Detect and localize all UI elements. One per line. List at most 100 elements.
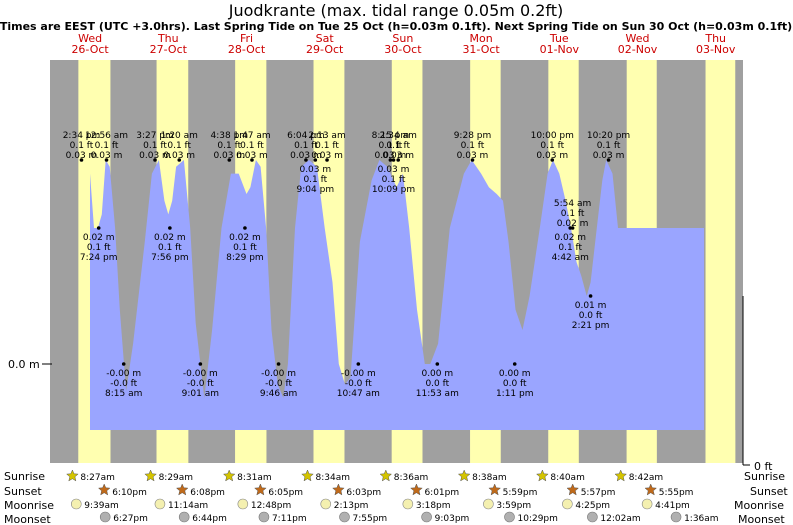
tide-time-label: 1:20 am [161,131,198,141]
tide-ft-label: 0.1 ft [87,243,111,253]
tide-ft-label: 0.1 ft [597,141,621,151]
sunrise-icon [614,469,628,482]
moonset-time: 7:11pm [272,514,307,524]
tide-ft-label: 0.1 ft [540,141,564,151]
tide-time-label: 6:04 pm [287,131,325,141]
tide-ft-label: 0.1 ft [461,141,485,151]
tide-point [356,362,361,366]
tide-time-label: 1:47 am [233,131,270,141]
tide-time-label: 2:13 am [308,131,345,141]
tide-time-label: 7:24 pm [80,253,118,263]
moonset-time: 1:36am [684,514,719,524]
tide-point [606,158,611,162]
tide-ft-label: 0.1 ft [240,141,264,151]
tide-point [168,226,172,230]
day-of-week-label: Wed [626,32,650,45]
daylight-band-lower [313,430,345,463]
sunrise-time: 8:38am [472,473,507,483]
tide-ft-label: 0.1 ft [70,141,94,151]
tide-m-label: -0.00 m [341,369,376,379]
day-headers: Wed26-OctThu27-OctFri28-OctSat29-OctSun3… [71,32,735,56]
daylight-band [705,60,736,463]
sunset-time: 6:03pm [346,488,381,498]
moonrise-time: 12:48pm [251,501,291,511]
tide-m-label: 0.02 m [83,233,115,243]
date-label: 02-Nov [618,43,658,56]
tide-point [153,158,157,162]
moonrise-time: 3:18pm [416,501,451,511]
row-label-sunset-left: Sunset [4,485,42,498]
tide-m-label: 0.01 m [575,301,607,311]
tide-m-label: 0.03 m [66,151,98,161]
tide-point [198,362,203,366]
sunset-time: 5:59pm [503,488,538,498]
moonset-icon [99,511,111,523]
tide-ft-label: 0.1 ft [217,141,241,151]
sunset-icon [332,483,345,496]
moonset-icon [670,511,682,523]
tide-point [568,226,573,230]
sunrise-icon [66,469,79,482]
sunset-time: 6:01pm [424,488,459,498]
tide-time-label: 5:54 am [554,199,591,209]
y-axis-label-m: 0.0 m [8,358,40,371]
moonset-icon [178,511,190,523]
tide-ft-label: 0.1 ft [379,141,403,151]
moonrise-icon [641,498,653,510]
tide-point [391,158,396,162]
tide-m-label: 0.00 m [499,369,531,379]
tide-ft-label: -0.0 ft [110,379,137,389]
tide-ft-label: -0.0 ft [187,379,214,389]
sunrise-time: 8:29am [159,473,194,483]
tide-time-label: 2:34 am [380,131,417,141]
tide-time-label: 10:00 pm [531,131,574,141]
tide-point [512,362,517,366]
tide-time-label: 8:15 pm [372,131,410,141]
tide-m-label: 0.03 m [163,151,195,161]
tide-m-label: 0.03 m [382,151,414,161]
tide-m-label: 0.02 m [154,233,186,243]
moonset-time: 7:55pm [353,514,388,524]
date-label: 30-Oct [384,43,422,56]
daylight-band-lower [78,430,111,463]
sunrise-icon [379,469,393,482]
tide-point [121,362,126,366]
sunrise-icon [144,469,157,482]
tide-point [435,362,440,366]
moonrise-icon [562,498,573,510]
row-label-sunset-right: Sunset [750,485,788,498]
date-label: 26-Oct [71,43,109,56]
tide-m-label: 0.03 m [536,151,568,161]
tide-point [227,158,232,162]
sunset-icon [488,483,502,496]
tide-point [104,158,109,162]
y-axis-label-ft: 0 ft [754,460,773,473]
daylight-band-lower [391,430,423,463]
tide-point [177,158,182,162]
date-label: 29-Oct [306,43,344,56]
tide-point [550,158,555,162]
moonrise-time: 9:39am [84,501,119,511]
tide-ft-label: 0.1 ft [233,243,257,253]
tide-m-label: 0.02 m [557,219,589,229]
tide-time-label: 9:04 pm [297,185,335,195]
daylight-band-lower [548,430,579,463]
sunset-time: 6:08pm [190,488,225,498]
moonset-time: 12:02am [600,514,640,524]
moonset-time: 6:44pm [192,514,227,524]
tide-time-label: 8:15 am [105,389,142,399]
sunset-time: 6:05pm [268,488,303,498]
tide-time-label: 10:20 pm [587,131,630,141]
moonrise-icon [70,498,82,510]
moonrise-time: 4:25pm [575,501,610,511]
tide-ft-label: 0.1 ft [382,175,406,185]
row-label-moonset-left: Moonset [4,513,51,525]
sunrise-icon [457,469,471,482]
tide-ft-label: 0.1 ft [561,209,585,219]
date-label: 31-Oct [462,43,500,56]
row-label-sunrise-left: Sunrise [4,470,45,483]
day-of-week-label: Sat [316,32,335,45]
tide-m-label: 0.03 m [290,151,322,161]
moonrise-icon [320,498,332,510]
tide-time-label: 7:56 pm [151,253,189,263]
